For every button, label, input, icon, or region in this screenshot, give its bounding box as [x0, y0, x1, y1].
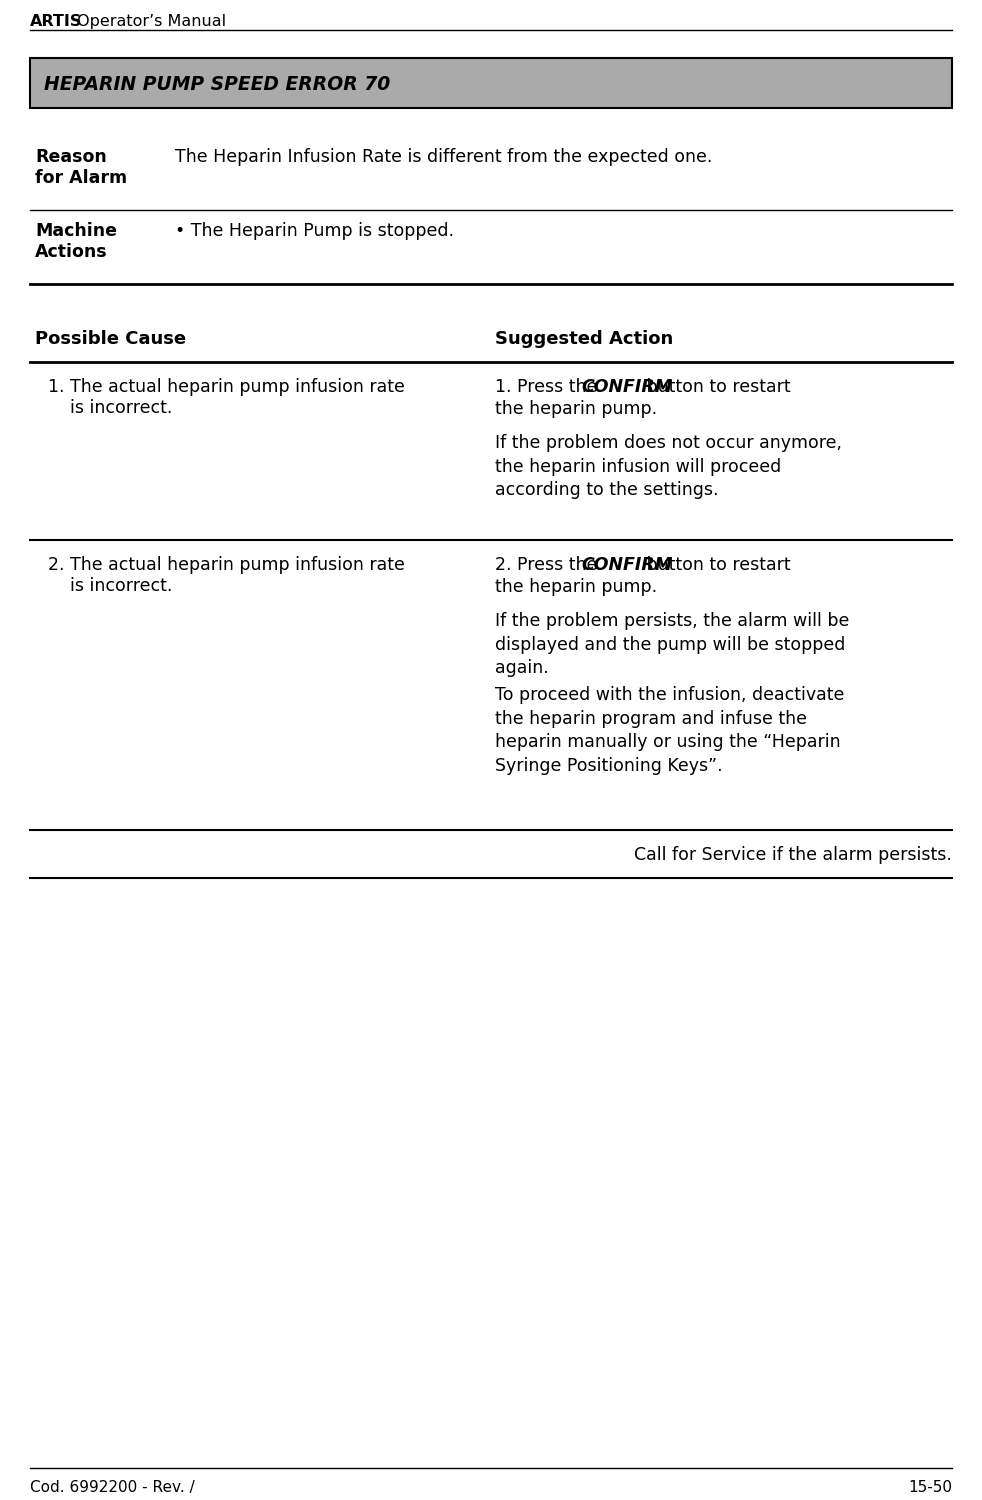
Text: ARTIS: ARTIS — [30, 13, 82, 28]
Text: 1. The actual heparin pump infusion rate
    is incorrect.: 1. The actual heparin pump infusion rate… — [48, 378, 405, 417]
Text: Possible Cause: Possible Cause — [35, 330, 187, 348]
Text: 15-50: 15-50 — [908, 1480, 952, 1496]
Text: Reason
for Alarm: Reason for Alarm — [35, 148, 127, 188]
Text: CONFIRM: CONFIRM — [581, 556, 672, 574]
Text: 2. Press the: 2. Press the — [495, 556, 603, 574]
Text: button to restart: button to restart — [641, 556, 791, 574]
Text: button to restart: button to restart — [641, 378, 791, 396]
Text: The Heparin Infusion Rate is different from the expected one.: The Heparin Infusion Rate is different f… — [175, 148, 712, 166]
Text: If the problem persists, the alarm will be
displayed and the pump will be stoppe: If the problem persists, the alarm will … — [495, 612, 849, 676]
Text: the heparin pump.: the heparin pump. — [495, 578, 657, 596]
Text: If the problem does not occur anymore,
the heparin infusion will proceed
accordi: If the problem does not occur anymore, t… — [495, 433, 842, 500]
Text: Machine
Actions: Machine Actions — [35, 222, 117, 261]
Text: Call for Service if the alarm persists.: Call for Service if the alarm persists. — [634, 846, 952, 864]
Text: • The Heparin Pump is stopped.: • The Heparin Pump is stopped. — [175, 222, 454, 240]
Text: Operator’s Manual: Operator’s Manual — [72, 13, 226, 28]
Text: HEPARIN PUMP SPEED ERROR 70: HEPARIN PUMP SPEED ERROR 70 — [44, 75, 390, 94]
Bar — [30, 58, 952, 108]
Text: 2. The actual heparin pump infusion rate
    is incorrect.: 2. The actual heparin pump infusion rate… — [48, 556, 405, 596]
Text: CONFIRM: CONFIRM — [581, 378, 672, 396]
Text: 1. Press the: 1. Press the — [495, 378, 603, 396]
Text: To proceed with the infusion, deactivate
the heparin program and infuse the
hepa: To proceed with the infusion, deactivate… — [495, 686, 845, 776]
Text: the heparin pump.: the heparin pump. — [495, 400, 657, 418]
Text: Suggested Action: Suggested Action — [495, 330, 674, 348]
Text: Cod. 6992200 - Rev. /: Cod. 6992200 - Rev. / — [30, 1480, 194, 1496]
